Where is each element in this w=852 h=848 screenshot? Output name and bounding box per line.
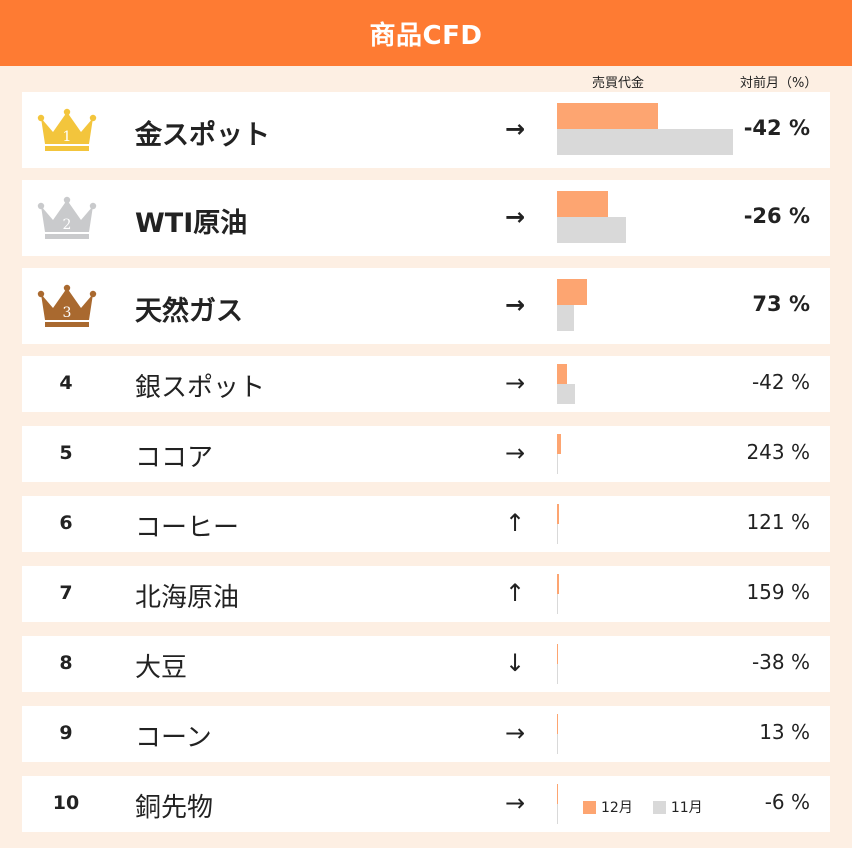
trend-arrow-icon: → bbox=[504, 203, 526, 231]
volume-column-header: 売買代金 bbox=[592, 76, 645, 91]
bronze-crown-icon: 3 bbox=[37, 284, 97, 327]
trend-arrow-icon: → bbox=[504, 719, 526, 747]
commodity-name: 銀スポット bbox=[135, 373, 266, 403]
bar-current-month bbox=[557, 504, 560, 524]
mom-change-value: 159 % bbox=[746, 580, 810, 604]
ranking-row: 10 銅先物 → -6 % bbox=[22, 776, 830, 832]
rank-number: 10 bbox=[52, 792, 80, 814]
mom-change-value: -42 % bbox=[751, 370, 810, 394]
bar-previous-month bbox=[557, 454, 558, 474]
mom-change-value: 121 % bbox=[746, 510, 810, 534]
bar-previous-month bbox=[557, 734, 558, 754]
bar-previous-month bbox=[557, 305, 575, 331]
ranking-row: 9 コーン → 13 % bbox=[22, 706, 830, 762]
bar-current-month bbox=[557, 103, 658, 129]
commodity-name: ココア bbox=[135, 443, 214, 473]
page-title: 商品CFD bbox=[0, 0, 852, 66]
trend-arrow-icon: → bbox=[504, 115, 526, 143]
bar-current-month bbox=[557, 434, 562, 454]
mom-change-value: -38 % bbox=[751, 650, 810, 674]
silver-crown-icon: 2 bbox=[37, 196, 97, 239]
mom-column-header: 対前月（%） bbox=[740, 76, 818, 91]
legend-label-previous: 11月 bbox=[670, 800, 703, 816]
trend-arrow-icon: → bbox=[504, 291, 526, 319]
bar-previous-month bbox=[557, 129, 733, 155]
mom-change-value: -42 % bbox=[743, 116, 810, 140]
ranking-row: 4 銀スポット → -42 % bbox=[22, 356, 830, 412]
bar-current-month bbox=[557, 644, 558, 664]
trend-arrow-icon: ↑ bbox=[504, 579, 526, 607]
ranking-row: 1 金スポット → -42 % bbox=[22, 92, 830, 168]
legend-item-current: 12月 bbox=[583, 797, 633, 817]
commodity-name: コーヒー bbox=[135, 513, 240, 543]
rank-number: 7 bbox=[59, 582, 73, 604]
bar-previous-month bbox=[557, 524, 558, 544]
commodity-name: 大豆 bbox=[135, 653, 188, 683]
bar-current-month bbox=[557, 364, 568, 384]
mom-change-value: 243 % bbox=[746, 440, 810, 464]
commodity-name: コーン bbox=[135, 723, 212, 753]
ranking-row: 3 天然ガス → 73 % bbox=[22, 268, 830, 344]
mom-change-value: 73 % bbox=[752, 292, 810, 316]
rank-number: 8 bbox=[59, 652, 73, 674]
commodity-name: 銅先物 bbox=[135, 793, 214, 823]
legend-label-current: 12月 bbox=[601, 800, 633, 816]
commodity-name: 金スポット bbox=[135, 120, 270, 151]
legend-item-previous: 11月 bbox=[652, 797, 703, 817]
bar-previous-month bbox=[557, 217, 626, 243]
bar-previous-month bbox=[557, 594, 558, 614]
ranking-row: 6 コーヒー ↑ 121 % bbox=[22, 496, 830, 552]
commodity-name: WTI原油 bbox=[135, 208, 248, 239]
gold-crown-icon: 1 bbox=[37, 108, 97, 151]
ranking-row: 7 北海原油 ↑ 159 % bbox=[22, 566, 830, 622]
rank-number: 9 bbox=[59, 722, 73, 744]
bar-previous-month bbox=[557, 804, 558, 824]
legend: 12月 11月 bbox=[583, 797, 723, 817]
rank-number: 5 bbox=[59, 442, 73, 464]
mom-change-value: 13 % bbox=[759, 720, 810, 744]
bar-current-month bbox=[557, 279, 588, 305]
legend-swatch-previous bbox=[652, 800, 666, 814]
mom-change-value: -6 % bbox=[764, 790, 810, 814]
trend-arrow-icon: → bbox=[504, 789, 526, 817]
bar-current-month bbox=[557, 574, 560, 594]
ranking-row: 8 大豆 ↓ -38 % bbox=[22, 636, 830, 692]
bar-previous-month bbox=[557, 664, 558, 684]
trend-arrow-icon: → bbox=[504, 439, 526, 467]
bar-current-month bbox=[557, 784, 558, 804]
trend-arrow-icon: ↓ bbox=[504, 649, 526, 677]
bar-previous-month bbox=[557, 384, 576, 404]
rank-number: 4 bbox=[59, 372, 73, 394]
mom-change-value: -26 % bbox=[743, 204, 810, 228]
rank-number: 1 bbox=[63, 129, 72, 145]
commodity-name: 北海原油 bbox=[135, 583, 240, 613]
rank-number: 2 bbox=[63, 217, 72, 233]
ranking-row: 5 ココア → 243 % bbox=[22, 426, 830, 482]
legend-swatch-current bbox=[583, 800, 596, 814]
rank-number: 6 bbox=[59, 512, 73, 534]
trend-arrow-icon: ↑ bbox=[504, 509, 526, 537]
bar-current-month bbox=[557, 191, 608, 217]
trend-arrow-icon: → bbox=[504, 369, 526, 397]
bar-current-month bbox=[557, 714, 558, 734]
ranking-row: 2 WTI原油 → -26 % bbox=[22, 180, 830, 256]
rank-number: 3 bbox=[63, 305, 72, 321]
commodity-name: 天然ガス bbox=[135, 296, 243, 327]
